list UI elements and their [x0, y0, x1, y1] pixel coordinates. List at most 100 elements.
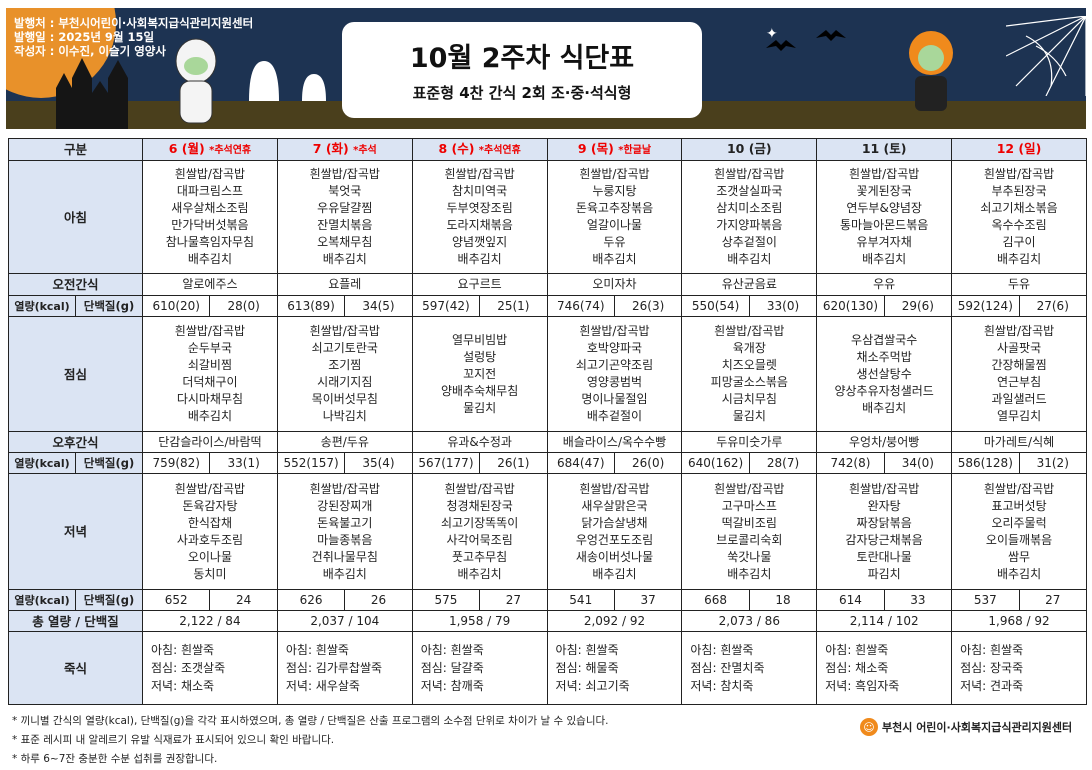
porridge-item: 점심: 조갯살죽 — [151, 661, 226, 675]
menu-item: 강된장찌개 — [317, 498, 373, 513]
pumpkin-character-illustration — [909, 31, 953, 111]
menu-item: 청경채된장국 — [446, 498, 513, 513]
center-logo: ☺ 부천시 어린이·사회복지급식관리지원센터 — [860, 718, 1072, 736]
menu-item: 유부겨자채 — [856, 235, 912, 249]
menu-item: 배추김치 — [322, 252, 367, 266]
protein-value: 34(0) — [883, 452, 953, 474]
menu-item: 상추겉절이 — [721, 235, 777, 249]
menu-item: 두부엿장조림 — [446, 201, 513, 215]
menu-item: 흰쌀밥/잡곡밥 — [579, 167, 650, 181]
menu-item: 명이나물절임 — [581, 392, 648, 406]
menu-item: 돈육고추장볶음 — [575, 201, 654, 215]
kcal-value: 684(47) — [546, 452, 615, 474]
day-date: 6 (월) — [168, 141, 205, 156]
protein-value: 35(4) — [344, 452, 413, 474]
kcal-value: 552(157) — [276, 452, 346, 474]
dinner-cell: 흰쌀밥/잡곡밥 청경채된장국 쇠고기장똑똑이 사각어묵조림 풋고추무침 배추김치 — [411, 473, 548, 590]
protein-value: 33(1) — [209, 452, 278, 474]
protein-value: 34(5) — [344, 295, 413, 317]
spiderweb-illustration — [1006, 16, 1086, 96]
menu-item: 흰쌀밥/잡곡밥 — [174, 324, 246, 338]
porridge-item: 저녁: 참깨죽 — [420, 679, 484, 693]
menu-item: 쇠고기장똑똑이 — [440, 515, 519, 530]
dinner-cell: 흰쌀밥/잡곡밥 표고버섯탕 오리주물럭 오이들깨볶음 쌈무 배추김치 — [951, 473, 1087, 590]
menu-item: 대파크림스프 — [176, 184, 244, 198]
dinner-cell: 흰쌀밥/잡곡밥 새우살맑은국 닭가슴살냉채 우엉건포도조림 새송이버섯나물 배추김치 — [546, 473, 683, 590]
am-snack-label: 오전간식 — [7, 273, 144, 296]
pm-snack-label: 오후간식 — [7, 431, 144, 453]
menu-item: 완자탕 — [867, 498, 901, 513]
menu-item: 시금치무침 — [721, 392, 777, 406]
menu-item: 양상추유자청샐러드 — [834, 383, 934, 398]
protein-value: 25(1) — [479, 295, 548, 317]
lunch-cell: 흰쌀밥/잡곡밥 육개장 치즈오믈렛 피망굴소스볶음 시금치무침 물김치 — [681, 316, 818, 432]
kcal-value: 652 — [142, 589, 211, 611]
menu-item: 쇠고기채소볶음 — [980, 201, 1058, 215]
kcal-value: 614 — [816, 589, 885, 611]
menu-item: 우삼겹쌀국수 — [851, 332, 918, 347]
menu-item: 쌈무 — [1007, 549, 1031, 564]
day-header: 11 (토) — [816, 138, 953, 161]
protein-value: 28(7) — [748, 452, 818, 474]
porridge-item: 아침: 흰쌀죽 — [285, 643, 349, 657]
pm-snack-cell: 배슬라이스/옥수수빵 — [546, 431, 683, 453]
mummy-illustration — [175, 38, 217, 124]
porridge-item: 저녁: 새우살죽 — [285, 679, 360, 693]
menu-item: 돈육감자탕 — [182, 498, 238, 513]
menu-item: 참나물흑임자무침 — [165, 235, 255, 249]
menu-item: 흰쌀밥/잡곡밥 — [174, 481, 246, 496]
porridge-item: 저녁: 쇠고기죽 — [555, 679, 630, 693]
publisher: 발행처 : 부천시어린이·사회복지급식관리지원센터 — [14, 16, 254, 30]
menu-item: 배추김치 — [457, 252, 502, 266]
menu-item: 배추김치 — [187, 252, 233, 266]
menu-item: 영양콩범벅 — [586, 375, 643, 389]
protein-value: 33 — [883, 589, 953, 611]
menu-item: 쇠고기곤약조림 — [575, 358, 654, 372]
protein-value: 37 — [613, 589, 683, 611]
daily-total-label: 총 열량 / 단백질 — [7, 610, 144, 632]
kcal-value: 626 — [276, 589, 346, 611]
menu-item: 풋고추무침 — [452, 549, 508, 564]
porridge-cell: 아침: 흰쌀죽 점심: 잔멸치죽 저녁: 참치죽 — [681, 631, 818, 705]
porridge-item: 저녁: 참치죽 — [690, 679, 754, 693]
lunch-cell: 흰쌀밥/잡곡밥 사골팟국 간장해물찜 연근부침 과일샐러드 열무김치 — [951, 316, 1087, 432]
publication-info: 발행처 : 부천시어린이·사회복지급식관리지원센터 발행일 : 2025년 9월… — [14, 16, 253, 58]
dinner-cell: 흰쌀밥/잡곡밥 강된장찌개 돈육불고기 마늘종볶음 건취나물무침 배추김치 — [276, 473, 413, 590]
protein-value: 27(6) — [1018, 295, 1087, 317]
lunch-cell: 흰쌀밥/잡곡밥 순두부국 쇠갈비찜 더덕채구이 다시마채무침 배추김치 — [142, 316, 278, 432]
menu-item: 치즈오믈렛 — [721, 358, 777, 372]
porridge-item: 아침: 흰쌀죽 — [555, 643, 619, 657]
menu-item: 배추김치 — [592, 566, 637, 581]
menu-item: 새우살맑은국 — [581, 498, 648, 513]
menu-item: 우유달걀찜 — [317, 201, 373, 215]
daily-total-cell: 2,114 / 102 — [816, 610, 953, 632]
pm-snack-cell: 우엉차/붕어빵 — [816, 431, 953, 453]
menu-item: 두유 — [603, 235, 626, 249]
day-date: 8 (수) — [438, 141, 475, 156]
am-snack-cell: 유산균음료 — [681, 273, 818, 296]
page-title: 10월 2주차 식단표 — [409, 43, 635, 74]
day-date: 10 (금) — [726, 141, 772, 156]
menu-item: 조갯살실파국 — [716, 184, 783, 198]
porridge-cell: 아침: 흰쌀죽 점심: 해물죽 저녁: 쇠고기죽 — [546, 631, 683, 705]
porridge-item: 아침: 흰쌀죽 — [825, 643, 889, 657]
kcal-value: 567(177) — [411, 452, 481, 474]
kcal-value: 668 — [681, 589, 750, 611]
protein-value: 26(1) — [479, 452, 548, 474]
breakfast-cell: 흰쌀밥/잡곡밥 대파크림스프 새우살채소조림 만가닥버섯볶음 참나물흑임자무침 배추김치 — [142, 160, 278, 274]
menu-item: 생선살탕수 — [856, 366, 912, 381]
page-subtitle: 표준형 4찬 간식 2회 조·중·석식형 — [412, 84, 632, 102]
menu-item: 배추김치 — [996, 566, 1042, 581]
kcal-label: 열량(kcal) — [8, 589, 76, 611]
ghosts-illustration — [249, 61, 326, 101]
porridge-label: 죽식 — [7, 631, 144, 705]
am-snack-cell: 요구르트 — [411, 273, 548, 296]
porridge-item: 점심: 장국죽 — [960, 661, 1024, 675]
kcal-value: 541 — [546, 589, 615, 611]
protein-label: 단백질(g) — [74, 452, 144, 474]
menu-item: 간장해물찜 — [991, 358, 1047, 372]
castle-illustration — [56, 58, 128, 129]
menu-item: 표고버섯탕 — [991, 498, 1047, 513]
notes: * 끼니별 간식의 열량(kcal), 단백질(g)을 각각 표시하였으며, 총… — [12, 712, 608, 769]
day-note: *추석연휴 — [478, 145, 521, 156]
